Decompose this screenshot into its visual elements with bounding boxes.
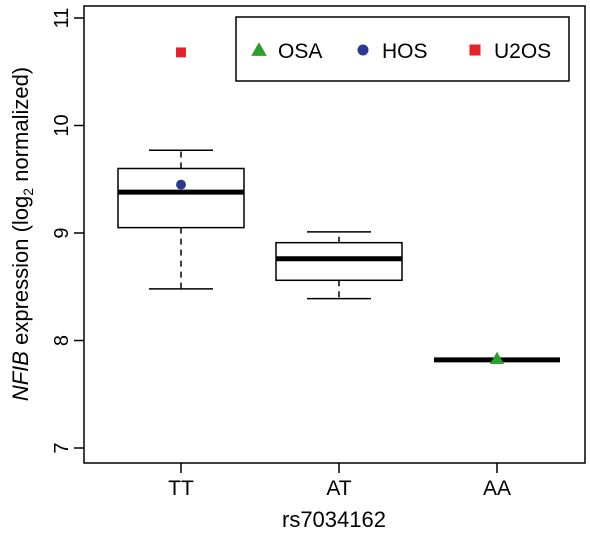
legend-label-osa: OSA xyxy=(278,40,322,63)
legend-box xyxy=(235,16,570,82)
legend-label-hos: HOS xyxy=(382,40,428,63)
y-tick-label: 11 xyxy=(51,8,73,29)
x-axis-label: rs7034162 xyxy=(282,507,386,532)
y-axis-label-subscript: 2 xyxy=(20,188,36,196)
point-u2os xyxy=(176,47,186,58)
y-tick-label: 10 xyxy=(51,114,73,136)
y-axis: 7 8 9 10 11 xyxy=(51,8,84,454)
legend-label-u2os: U2OS xyxy=(494,40,551,63)
y-tick-label: 9 xyxy=(51,227,73,238)
y-axis-label-text: expression (log xyxy=(8,196,33,351)
x-axis: TT AT AA xyxy=(168,463,511,500)
y-axis-label-text-end: normalized) xyxy=(8,67,33,188)
plot-frame xyxy=(83,5,586,464)
box-iqr xyxy=(275,241,403,282)
box-at xyxy=(275,231,403,300)
x-tick-label: AT xyxy=(326,477,351,500)
y-axis-label-italic: NFIB xyxy=(8,351,33,401)
y-tick-label: 7 xyxy=(51,442,73,453)
legend: OSA HOS U2OS xyxy=(235,16,570,82)
y-axis-label: NFIB expression (log2 normalized) xyxy=(8,67,36,401)
legend-marker-osa xyxy=(251,42,267,56)
legend-marker-u2os xyxy=(469,44,481,56)
box-tt xyxy=(117,149,245,290)
point-hos xyxy=(176,179,186,190)
y-tick-label: 8 xyxy=(51,335,73,346)
data-points xyxy=(176,47,505,365)
boxes xyxy=(117,149,560,363)
box-iqr xyxy=(117,167,245,229)
point-osa xyxy=(489,351,505,365)
x-tick-label: AA xyxy=(483,477,511,500)
x-tick-label: TT xyxy=(168,477,194,500)
legend-marker-hos xyxy=(357,44,369,56)
